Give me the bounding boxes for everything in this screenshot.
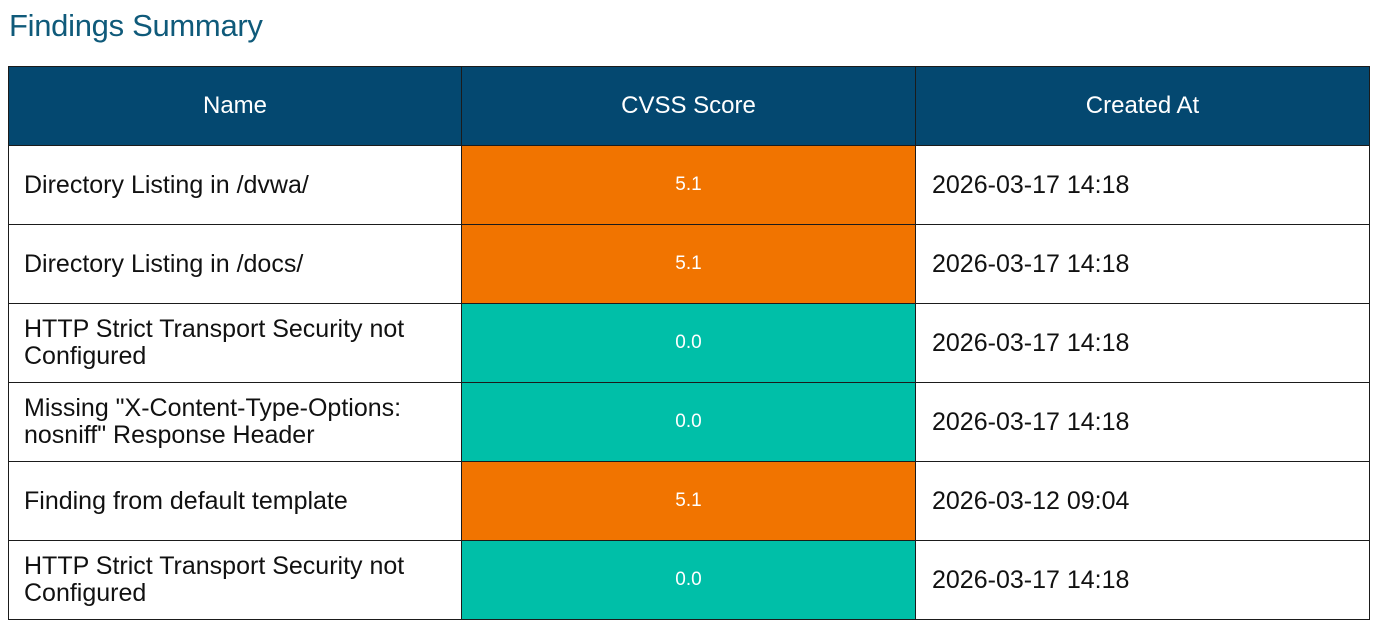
- table-header: Name CVSS Score Created At: [8, 66, 1370, 146]
- column-header-cvss-score: CVSS Score: [461, 66, 916, 146]
- cvss-score-cell: 5.1: [461, 224, 916, 304]
- finding-name: Missing "X-Content-Type-Options: nosniff…: [8, 382, 462, 462]
- cvss-score-cell: 5.1: [461, 145, 916, 225]
- finding-name: Finding from default template: [8, 461, 462, 541]
- cvss-score-cell: 5.1: [461, 461, 916, 541]
- cvss-score-cell: 0.0: [461, 382, 916, 462]
- page-title: Findings Summary: [9, 8, 263, 43]
- created-at-cell: 2026-03-17 14:18: [915, 382, 1370, 462]
- finding-name: HTTP Strict Transport Security not Confi…: [8, 540, 462, 620]
- table-row: Missing "X-Content-Type-Options: nosniff…: [8, 382, 1370, 462]
- column-header-name: Name: [8, 66, 462, 146]
- created-at-cell: 2026-03-17 14:18: [915, 224, 1370, 304]
- created-at-cell: 2026-03-17 14:18: [915, 145, 1370, 225]
- finding-name: Directory Listing in /docs/: [8, 224, 462, 304]
- cvss-score-cell: 0.0: [461, 303, 916, 383]
- created-at-cell: 2026-03-12 09:04: [915, 461, 1370, 541]
- table-row: HTTP Strict Transport Security not Confi…: [8, 303, 1370, 383]
- table-row: HTTP Strict Transport Security not Confi…: [8, 540, 1370, 620]
- finding-name: Directory Listing in /dvwa/: [8, 145, 462, 225]
- table-body: Directory Listing in /dvwa/ 5.1 2026-03-…: [8, 145, 1370, 620]
- cvss-score-cell: 0.0: [461, 540, 916, 620]
- table-row: Finding from default template 5.1 2026-0…: [8, 461, 1370, 541]
- created-at-cell: 2026-03-17 14:18: [915, 303, 1370, 383]
- created-at-cell: 2026-03-17 14:18: [915, 540, 1370, 620]
- finding-name: HTTP Strict Transport Security not Confi…: [8, 303, 462, 383]
- header-row: Name CVSS Score Created At: [8, 66, 1370, 146]
- table-row: Directory Listing in /docs/ 5.1 2026-03-…: [8, 224, 1370, 304]
- table-row: Directory Listing in /dvwa/ 5.1 2026-03-…: [8, 145, 1370, 225]
- findings-table: Name CVSS Score Created At Directory Lis…: [8, 66, 1370, 620]
- column-header-created-at: Created At: [915, 66, 1370, 146]
